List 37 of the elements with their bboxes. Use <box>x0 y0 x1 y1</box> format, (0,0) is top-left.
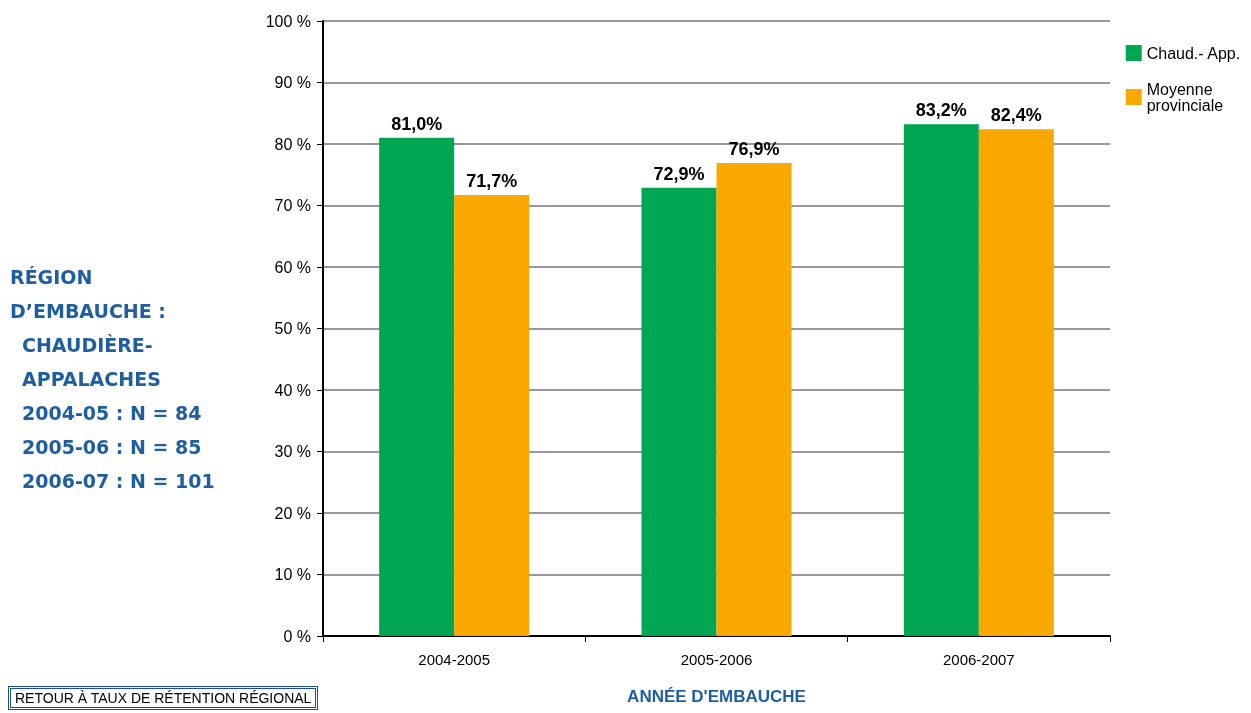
bar <box>454 195 530 636</box>
data-label: 76,9% <box>728 139 780 160</box>
y-tick-label: 70 % <box>274 197 311 214</box>
x-axis-title: ANNÉE D'EMBAUCHE <box>627 687 806 706</box>
bar <box>903 124 979 636</box>
text: D’EMBAUCHE : <box>10 299 167 324</box>
y-tick-label: 100 % <box>265 12 311 30</box>
y-tick-label: 60 % <box>274 258 311 276</box>
text: 2004-05 : N = 84 <box>21 401 203 426</box>
text: RETOUR À TAUX DE RÉTENTION RÉGIONAL <box>8 686 319 710</box>
y-tick-label: 10 % <box>274 566 311 583</box>
bar <box>379 137 455 636</box>
y-tick-label: 40 % <box>274 381 311 399</box>
legend-label: Chaud.- App. <box>1146 44 1241 62</box>
y-tick-label: 80 % <box>274 135 311 153</box>
y-tick-label: 50 % <box>274 320 311 337</box>
text: 2006-07 : N = 101 <box>21 469 215 494</box>
text: CHAUDIÈRE- <box>21 333 154 358</box>
text: 2005-06 : N = 85 <box>21 435 203 460</box>
legend-label: Moyenne provinciale <box>1146 80 1224 114</box>
x-tick-label: 2004-2005 <box>418 651 491 668</box>
data-label: 83,2% <box>915 100 967 121</box>
data-label: 72,9% <box>653 163 705 184</box>
y-tick-label: 20 % <box>274 504 311 522</box>
bar <box>641 187 717 636</box>
y-tick-label: 0 % <box>283 627 311 645</box>
text: RÉGION <box>10 265 94 290</box>
data-label: 81,0% <box>391 113 443 134</box>
x-tick-label: 2006-2007 <box>942 651 1015 668</box>
bar <box>716 163 792 636</box>
x-tick-label: 2005-2006 <box>680 651 753 668</box>
y-tick-label: 30 % <box>274 443 311 460</box>
text: APPALACHES <box>21 367 162 392</box>
data-label: 82,4% <box>990 105 1042 126</box>
data-label: 71,7% <box>466 171 518 192</box>
y-tick-label: 90 % <box>274 74 311 91</box>
bar <box>978 129 1054 636</box>
